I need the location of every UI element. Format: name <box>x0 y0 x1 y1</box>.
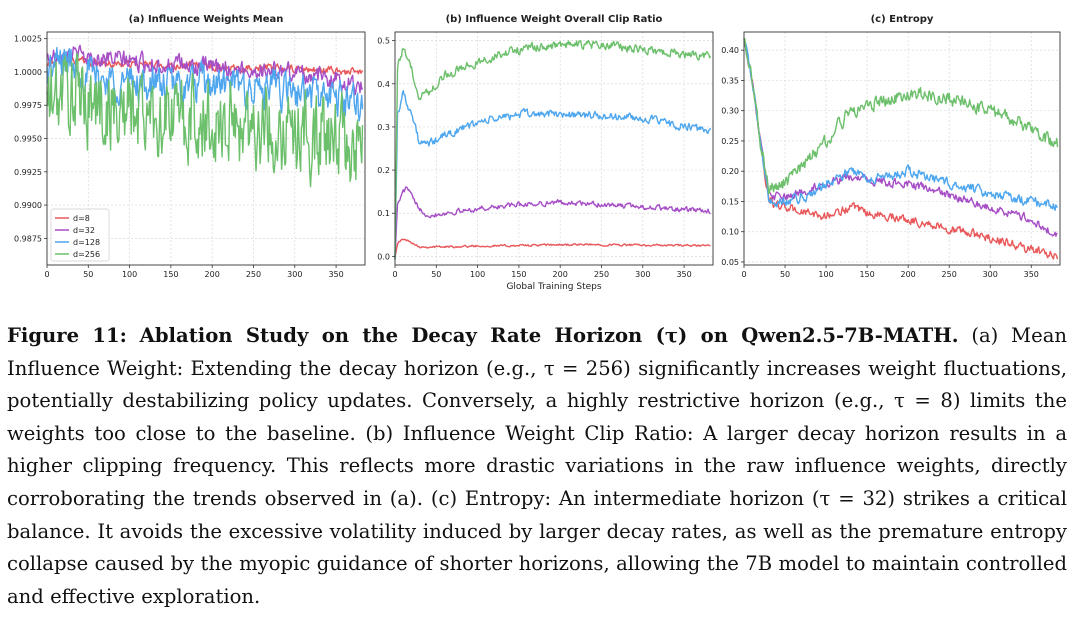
plot-frame <box>743 31 1061 266</box>
series-line-d=32 <box>394 186 711 259</box>
y-tick-label: 0.15 <box>721 197 739 206</box>
y-tick-label: 0.9900 <box>14 201 42 210</box>
x-tick-label: 350 <box>1024 270 1039 279</box>
x-tick-label: 100 <box>470 270 485 279</box>
x-tick-label: 100 <box>818 270 833 279</box>
y-tick-label: 0.10 <box>721 228 739 237</box>
y-tick-label: 0.9925 <box>14 168 42 177</box>
x-tick-label: 250 <box>942 270 957 279</box>
chart-title: (b) Influence Weight Overall Clip Ratio <box>446 14 663 25</box>
y-tick-label: 0.30 <box>721 107 739 116</box>
x-tick-label: 50 <box>780 270 790 279</box>
legend-entry: d=32 <box>73 226 95 235</box>
legend-box <box>50 208 110 262</box>
y-tick-label: 1.0025 <box>14 35 42 44</box>
y-tick-label: 0.05 <box>721 258 739 267</box>
y-tick-label: 0.9975 <box>14 101 42 110</box>
y-tick-label: 0.9950 <box>14 135 42 144</box>
y-tick-label: 0.20 <box>721 167 739 176</box>
y-tick-label: 0.40 <box>721 46 739 55</box>
series-line-d=8 <box>743 38 1059 260</box>
x-tick-label: 300 <box>287 270 302 279</box>
y-tick-label: 0.9875 <box>14 234 42 243</box>
y-tick-label: 0.2 <box>377 166 390 175</box>
series-line-d=128 <box>394 89 712 260</box>
legend: d=8 d=32 d=128 d=256 <box>50 208 110 262</box>
series-line-d=128 <box>743 38 1059 211</box>
chart-title: (c) Entropy <box>871 14 934 25</box>
x-tick-label: 50 <box>431 270 441 279</box>
x-tick-label: 150 <box>511 270 526 279</box>
panel-c: 0 50 100 150 200 250 300 350 0.05 0.10 0.15 0.20 0.2… <box>721 14 1061 279</box>
y-tick-label: 0.1 <box>377 209 390 218</box>
x-tick-label: 350 <box>328 270 343 279</box>
series-line-d=256 <box>743 37 1059 195</box>
y-tick-label: 0.5 <box>377 37 390 46</box>
x-tick-label: 200 <box>901 270 916 279</box>
x-tick-label: 0 <box>392 270 397 279</box>
x-tick-label: 250 <box>246 270 261 279</box>
x-tick-label: 250 <box>594 270 609 279</box>
plot-frame <box>394 31 714 266</box>
caption-title: Ablation Study on the Decay Rate Horizon… <box>139 324 959 347</box>
x-tick-label: 150 <box>163 270 178 279</box>
y-tick-label: 1.0000 <box>14 68 42 77</box>
x-axis-label: Global Training Steps <box>506 282 601 292</box>
legend-entry: d=128 <box>73 238 100 247</box>
caption-body: (a) Mean Influence Weight: Extending the… <box>7 324 1067 608</box>
legend-entry: d=8 <box>73 214 90 223</box>
plot-frame <box>46 31 366 266</box>
x-tick-label: 0 <box>44 270 49 279</box>
panel-b: 0 50 100 150 200 250 300 350 0.0 0.1 0.2 0.3 0.4 0.5 (… <box>377 14 714 292</box>
x-tick-label: 300 <box>983 270 998 279</box>
chart-title: (a) Influence Weights Mean <box>129 14 284 25</box>
y-tick-label: 0.35 <box>721 76 739 85</box>
y-tick-label: 0.3 <box>377 123 390 132</box>
series-line-d=8 <box>394 238 711 258</box>
figure: 0 50 100 150 200 250 300 350 0.9875 0.9900 0.9925 0… <box>14 14 1061 292</box>
y-tick-label: 0.0 <box>377 252 390 261</box>
y-tick-label: 0.25 <box>721 137 739 146</box>
x-tick-label: 50 <box>83 270 93 279</box>
x-tick-label: 300 <box>635 270 650 279</box>
caption-label: Figure 11: <box>7 324 127 347</box>
y-tick-label: 0.4 <box>377 80 390 89</box>
figure-caption: Figure 11: Ablation Study on the Decay R… <box>7 320 1067 613</box>
x-tick-label: 200 <box>553 270 568 279</box>
series-line-d=256 <box>394 39 712 260</box>
x-tick-label: 100 <box>122 270 137 279</box>
x-tick-label: 350 <box>676 270 691 279</box>
panel-a: 0 50 100 150 200 250 300 350 0.9875 0.9900 0.9925 0… <box>14 14 366 279</box>
x-tick-label: 150 <box>859 270 874 279</box>
series-line-d=32 <box>743 38 1058 237</box>
series-line-d=32 <box>46 44 364 96</box>
x-tick-label: 0 <box>741 270 746 279</box>
legend-entry: d=256 <box>73 250 100 259</box>
x-tick-label: 200 <box>205 270 220 279</box>
series-line-d=256 <box>46 52 364 188</box>
